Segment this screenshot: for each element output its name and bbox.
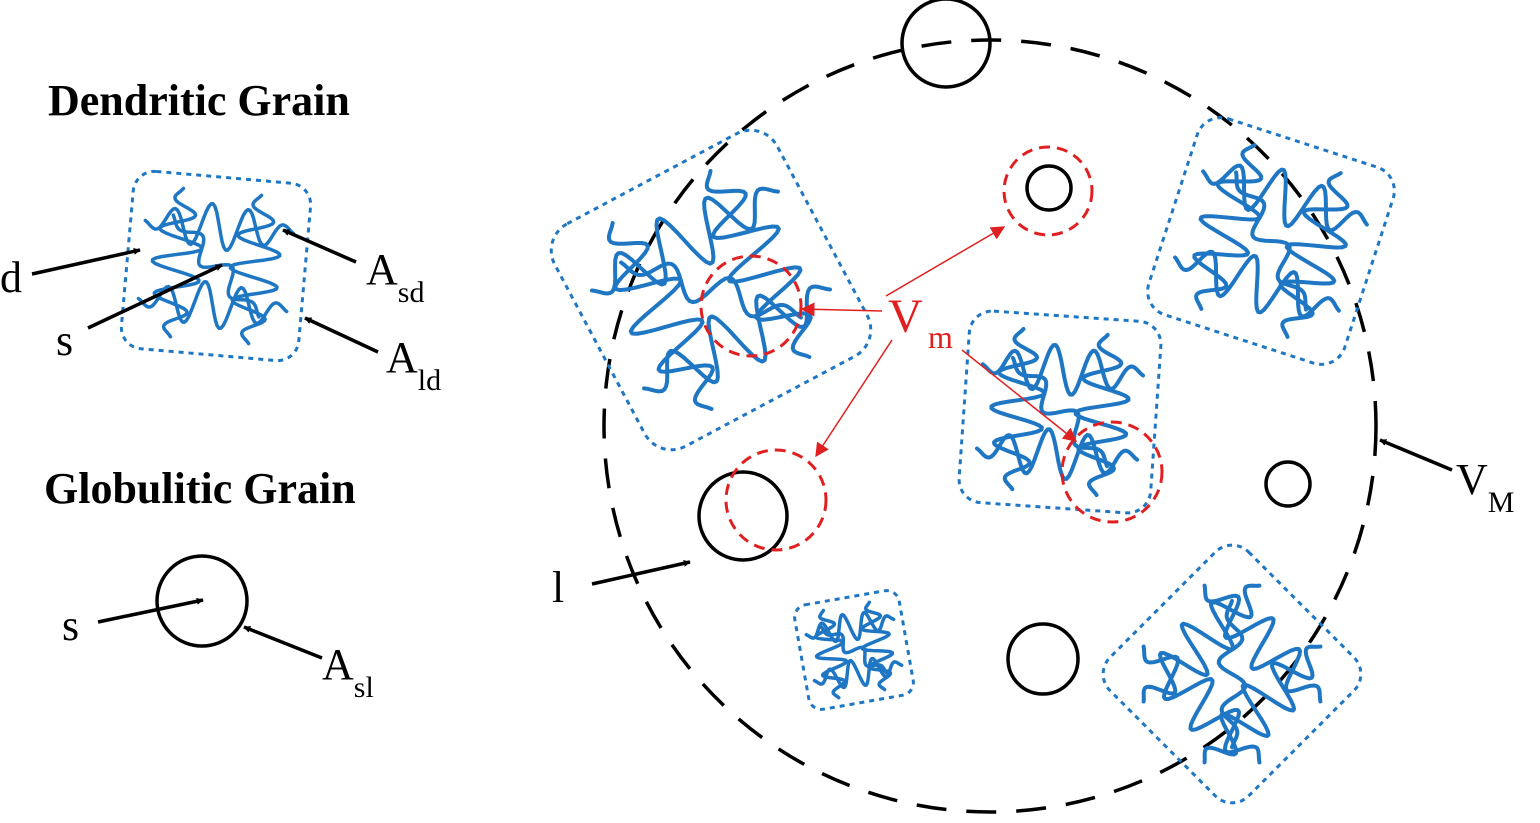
arrow-s-globulitic — [97, 597, 204, 624]
arrow-ald — [304, 316, 379, 354]
dendrite-arm — [974, 427, 1140, 481]
label-vm-big: VM — [1456, 455, 1514, 519]
dendrite-arm — [1173, 249, 1341, 319]
dendrite-arm — [590, 186, 780, 296]
dendrite-arm — [136, 280, 289, 330]
dendrite-arm — [980, 343, 1146, 397]
dendritic-grain-title: Dendritic Grain — [48, 76, 350, 125]
globulitic-grain-title: Globulitic Grain — [44, 464, 356, 513]
dendrite-arm — [1234, 170, 1308, 312]
red-arrow — [961, 349, 1078, 442]
arrow-s-dendritic — [87, 263, 223, 330]
dendrite-arm — [804, 610, 896, 644]
arrow-l — [591, 559, 691, 586]
red-arrow — [800, 302, 883, 317]
dendrite-arm — [1202, 583, 1323, 704]
dendrite-arm — [819, 625, 889, 675]
dendrite-arm — [143, 202, 296, 252]
arrow-d — [31, 247, 141, 276]
grain-envelope — [549, 128, 873, 452]
dendrite-arm — [1192, 143, 1264, 311]
grain-envelope — [1146, 116, 1396, 366]
label-vm-v: V — [888, 290, 923, 343]
arrow-asl — [243, 625, 323, 660]
arrow-asd — [282, 228, 357, 264]
dendritic-grain — [1101, 543, 1363, 805]
globular-grain — [1025, 164, 1073, 212]
label-ald: Ald — [386, 333, 441, 397]
dendrite-arm — [642, 284, 832, 394]
grain-envelope — [793, 589, 915, 711]
dendritic-grain — [957, 309, 1163, 515]
dendrite-arm — [150, 186, 204, 339]
arrow-vm-big — [1379, 438, 1453, 472]
label-l: l — [552, 563, 564, 612]
dendritic-grains — [549, 116, 1396, 805]
dendrite-arm — [704, 169, 813, 359]
dendrite-arm — [1216, 598, 1248, 750]
dendritic-grain — [549, 128, 873, 452]
micro-volume-circle — [724, 448, 828, 552]
dendrite-arm — [1141, 644, 1262, 765]
dendrite-arm — [814, 608, 849, 700]
label-s-globulitic: s — [62, 601, 79, 650]
dendrite-arm — [1202, 644, 1323, 765]
legend-globulitic-grain — [155, 554, 249, 648]
dendritic-grain — [793, 589, 915, 711]
dendrite-arm — [606, 221, 715, 411]
globular-grain — [1264, 460, 1312, 508]
micro-volume-circle — [1002, 145, 1094, 237]
red-arrow — [815, 339, 893, 458]
globular-grain — [900, 0, 992, 89]
grain-envelope — [957, 309, 1163, 515]
label-asd: Asd — [366, 245, 424, 309]
label-d: d — [0, 253, 22, 302]
grain-envelope — [119, 169, 313, 363]
dendrite-arm — [812, 656, 904, 690]
dendrite-arm — [1141, 583, 1262, 704]
dendrite-arm — [1010, 355, 1110, 469]
label-vm-m: m — [928, 319, 953, 355]
micro-volume-circle — [1060, 420, 1164, 524]
globular-grain — [1006, 622, 1080, 696]
globular-grain — [697, 470, 789, 562]
label-s-dendritic: s — [56, 316, 73, 365]
dendritic-grain — [1146, 116, 1396, 366]
macro-volume-boundary — [602, 38, 1378, 814]
dendrite-arm — [1201, 163, 1369, 233]
label-asl: Asl — [322, 640, 374, 704]
dendrite-arm — [989, 326, 1047, 492]
grain-envelope — [1101, 543, 1363, 805]
red-arrow — [885, 226, 1006, 297]
dendrite-arm — [619, 260, 803, 320]
